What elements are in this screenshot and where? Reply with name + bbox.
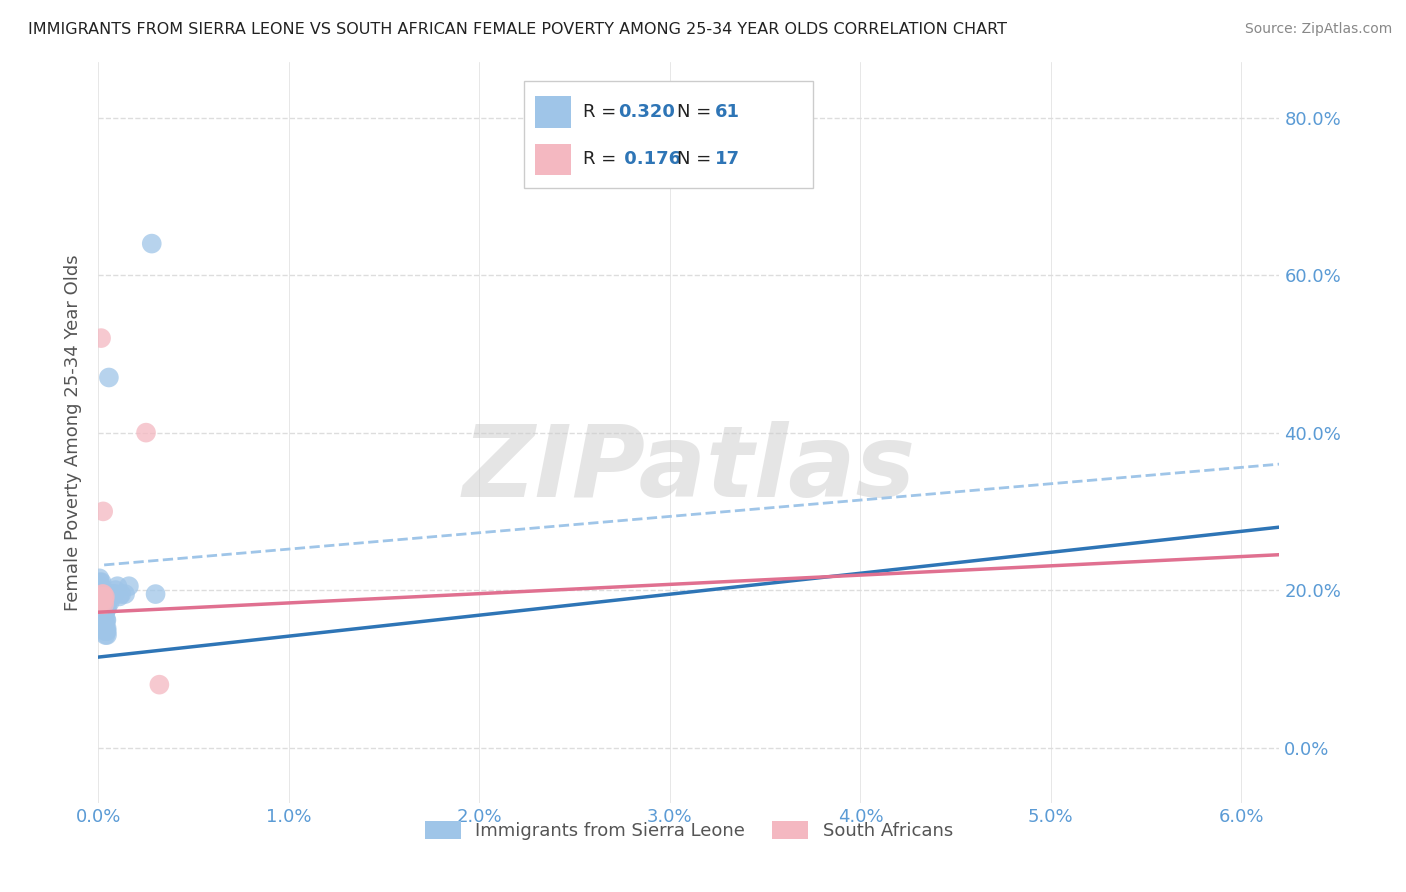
Point	[145, 587, 167, 601]
Point	[104, 583, 127, 598]
FancyBboxPatch shape	[536, 144, 571, 175]
Point	[100, 587, 122, 601]
Point	[90, 591, 112, 605]
Text: N =: N =	[678, 103, 717, 121]
Point	[89, 587, 111, 601]
Point	[93, 613, 115, 627]
Point	[93, 600, 115, 615]
Point	[93, 605, 115, 619]
Point	[90, 331, 112, 345]
Point	[91, 595, 114, 609]
Point	[91, 504, 114, 518]
Point	[141, 236, 163, 251]
Point	[93, 618, 115, 632]
Point	[90, 595, 112, 609]
Point	[96, 621, 118, 635]
Legend: Immigrants from Sierra Leone, South Africans: Immigrants from Sierra Leone, South Afri…	[418, 814, 960, 847]
Text: ZIPatlas: ZIPatlas	[463, 421, 915, 518]
Y-axis label: Female Poverty Among 25-34 Year Olds: Female Poverty Among 25-34 Year Olds	[63, 254, 82, 611]
Point	[96, 613, 118, 627]
Point	[90, 595, 112, 609]
Point	[94, 613, 117, 627]
Point	[87, 587, 110, 601]
Point	[97, 595, 120, 609]
Point	[91, 587, 114, 601]
Point	[96, 603, 118, 617]
Point	[94, 624, 117, 639]
Point	[90, 583, 112, 598]
Text: 0.176: 0.176	[619, 151, 681, 169]
Point	[91, 610, 114, 624]
Point	[94, 616, 117, 631]
Point	[89, 595, 111, 609]
Point	[94, 608, 117, 623]
Point	[135, 425, 157, 440]
Point	[90, 595, 112, 609]
Point	[87, 579, 110, 593]
Point	[89, 599, 111, 613]
Point	[97, 370, 120, 384]
Point	[93, 600, 115, 615]
Point	[148, 678, 170, 692]
Point	[114, 587, 136, 601]
Point	[91, 603, 114, 617]
Point	[93, 592, 115, 607]
FancyBboxPatch shape	[536, 96, 571, 128]
Text: R =: R =	[582, 103, 621, 121]
Point	[100, 587, 122, 601]
Point	[96, 600, 118, 615]
Text: 0.320: 0.320	[619, 103, 675, 121]
Point	[94, 624, 117, 639]
Point	[91, 607, 114, 621]
Text: 17: 17	[714, 151, 740, 169]
Point	[96, 628, 118, 642]
Point	[91, 587, 114, 601]
Text: R =: R =	[582, 151, 621, 169]
Text: IMMIGRANTS FROM SIERRA LEONE VS SOUTH AFRICAN FEMALE POVERTY AMONG 25-34 YEAR OL: IMMIGRANTS FROM SIERRA LEONE VS SOUTH AF…	[28, 22, 1007, 37]
Point	[90, 575, 112, 590]
Point	[93, 607, 115, 621]
Point	[89, 597, 111, 611]
Point	[89, 587, 111, 601]
Point	[89, 579, 111, 593]
Point	[90, 591, 112, 605]
Point	[91, 595, 114, 609]
Point	[103, 587, 125, 601]
Point	[89, 597, 111, 611]
Point	[89, 575, 111, 590]
Point	[94, 603, 117, 617]
Point	[89, 595, 111, 609]
Point	[110, 587, 132, 601]
Point	[90, 587, 112, 601]
Point	[87, 595, 110, 609]
Point	[118, 579, 141, 593]
Text: 61: 61	[714, 103, 740, 121]
Text: N =: N =	[678, 151, 717, 169]
Point	[93, 597, 115, 611]
Point	[93, 615, 115, 629]
Point	[107, 579, 129, 593]
Point	[104, 587, 127, 601]
Point	[93, 610, 115, 624]
FancyBboxPatch shape	[523, 81, 813, 188]
Point	[91, 590, 114, 604]
Point	[96, 624, 118, 639]
Point	[94, 628, 117, 642]
Point	[108, 590, 131, 604]
Point	[96, 587, 118, 601]
Point	[89, 571, 111, 585]
Point	[90, 603, 112, 617]
Point	[93, 587, 115, 601]
Point	[89, 583, 111, 598]
Point	[94, 590, 117, 604]
Point	[91, 603, 114, 617]
Point	[90, 597, 112, 611]
Text: Source: ZipAtlas.com: Source: ZipAtlas.com	[1244, 22, 1392, 37]
Point	[98, 595, 121, 609]
